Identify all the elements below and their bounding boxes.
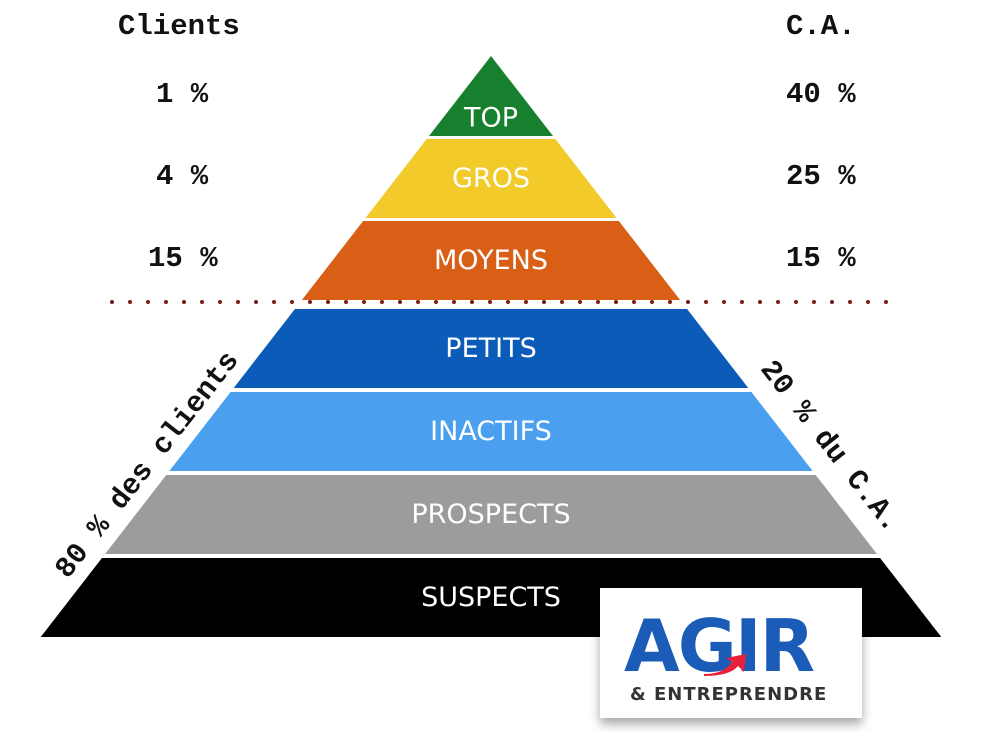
level-label: MOYENS <box>434 245 548 276</box>
level-label: TOP <box>463 103 518 134</box>
pyramid-level-top: TOP <box>429 56 553 136</box>
level-shape <box>429 56 553 136</box>
level-shape <box>105 475 877 554</box>
level-label: GROS <box>452 163 530 194</box>
level-shape <box>233 309 749 388</box>
pyramid-level-inactifs: INACTIFS <box>169 392 813 471</box>
ca-pct-moyens: 15 % <box>786 242 856 275</box>
pyramid-level-moyens: MOYENS <box>301 221 681 300</box>
pyramid-level-petits: PETITS <box>233 309 749 388</box>
clients-pct-gros: 4 % <box>156 160 209 193</box>
clients-header: Clients <box>118 10 240 43</box>
level-label: INACTIFS <box>430 416 552 447</box>
clients-pct-moyens: 15 % <box>148 242 218 275</box>
level-shape <box>169 392 813 471</box>
ca-header: C.A. <box>786 10 856 43</box>
ca-pct-top: 40 % <box>786 78 856 111</box>
clients-pct-top: 1 % <box>156 78 209 111</box>
pyramid-level-prospects: PROSPECTS <box>105 475 877 554</box>
ca-pct-gros: 25 % <box>786 160 856 193</box>
level-label: PETITS <box>445 333 536 364</box>
pyramid-level-gros: GROS <box>365 139 617 218</box>
logo-sub-text: & ENTREPRENDRE <box>630 684 828 705</box>
logo-arrow-icon <box>704 654 746 676</box>
logo-main-text: AGIR <box>624 604 815 688</box>
level-label: SUSPECTS <box>421 582 561 613</box>
level-label: PROSPECTS <box>411 499 570 530</box>
agir-entreprendre-logo: AGIR & ENTREPRENDRE <box>600 588 862 718</box>
level-shape <box>301 221 681 300</box>
level-shape <box>365 139 617 218</box>
